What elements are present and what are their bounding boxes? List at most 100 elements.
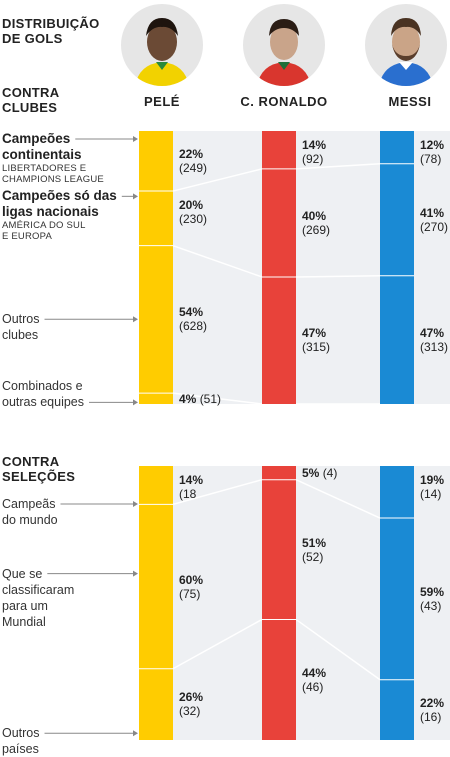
percent-value: 4%	[179, 391, 197, 406]
category-label: Que se classificaram para um Mundial	[2, 566, 74, 630]
percent-value: 19%	[420, 473, 445, 487]
goal-count: (46)	[302, 679, 324, 694]
category-subtitle-line: LIBERTADORES E	[2, 163, 87, 174]
goal-count: (16)	[420, 709, 442, 724]
goal-count: (14)	[420, 487, 442, 501]
section-header-line: SELEÇÕES	[2, 469, 76, 484]
data-label: 40% (269)	[302, 209, 330, 237]
connector-line	[295, 479, 381, 519]
category-title-line: classificaram	[2, 582, 75, 597]
percent-value: 26%	[179, 690, 204, 705]
category-title-line: Campeões	[2, 131, 71, 146]
data-label: 14% (18	[179, 473, 203, 501]
bar-segment	[380, 275, 414, 404]
goal-count: (18	[179, 487, 197, 501]
bar-segment	[139, 504, 173, 669]
background-band	[414, 466, 450, 740]
messi-portrait-icon	[365, 4, 447, 86]
percent-value: 14%	[302, 138, 327, 152]
bar-segment	[380, 131, 414, 164]
player-name-pele: PELÉ	[144, 94, 180, 109]
goal-count: (4)	[322, 465, 338, 480]
goal-count: (270)	[420, 219, 449, 234]
ronaldo-portrait-icon	[243, 4, 325, 86]
player-name-ronaldo: C. RONALDO	[240, 94, 328, 109]
goal-count: (43)	[420, 598, 442, 613]
category-title-line: ligas nacionais	[2, 204, 99, 220]
category-label: Campeãs do mundo	[2, 496, 58, 528]
percent-value: 51%	[302, 535, 327, 550]
bar-segment	[139, 191, 173, 246]
goal-count: (315)	[302, 340, 331, 355]
section-header-line: CONTRA	[2, 85, 60, 100]
category-label: Outros clubes	[2, 311, 40, 343]
bar-segment	[139, 245, 173, 394]
data-label: 22% (249)	[179, 147, 207, 175]
leader-arrow-icon	[133, 316, 138, 323]
leader-arrow-icon	[133, 570, 138, 577]
category-title-line: Campeões só das	[2, 188, 117, 204]
percent-value: 44%	[302, 665, 327, 680]
data-label: 4% (51)	[179, 392, 221, 406]
chart-title: DISTRIBUIÇÃO DE GOLS	[2, 16, 100, 46]
category-title-line: do mundo	[2, 513, 58, 527]
data-label: 20% (230)	[179, 198, 207, 226]
bar-segment	[380, 679, 414, 740]
connector-line	[295, 274, 381, 278]
percent-value: 22%	[420, 695, 445, 710]
data-label: 54% (628)	[179, 305, 207, 333]
bar-segment	[139, 668, 173, 740]
messi-avatar	[365, 4, 447, 86]
bar-segment	[139, 131, 173, 192]
leader-arrow-icon	[133, 730, 138, 737]
pele-portrait-icon	[121, 4, 203, 86]
category-title-line: países	[2, 742, 39, 757]
connector-line	[172, 618, 263, 670]
category-label: Campeões continentais LIBERTADORES E CHAMPI…	[2, 131, 104, 185]
goal-count: (269)	[302, 222, 331, 237]
data-label: 5% (4)	[302, 466, 337, 480]
goal-count: (628)	[179, 319, 208, 334]
percent-value: 14%	[179, 473, 204, 487]
category-label: Campeões só das ligas nacionais AMÉRICA DO…	[2, 188, 117, 242]
connector-line	[172, 168, 263, 192]
chart-title-line: DISTRIBUIÇÃO	[2, 16, 100, 31]
ronaldo-avatar	[243, 4, 325, 86]
bar-segment	[262, 466, 296, 480]
category-title-line: continentais	[2, 147, 82, 162]
bar-segment	[139, 393, 173, 404]
category-subtitle-line: E EUROPA	[2, 231, 52, 243]
data-label: 12% (78)	[420, 138, 444, 166]
section-header-selecoes: CONTRA SELEÇÕES	[2, 454, 75, 484]
connector-line	[295, 618, 381, 681]
data-label: 41% (270)	[420, 206, 448, 234]
percent-value: 41%	[420, 205, 445, 220]
bar-segment	[139, 466, 173, 505]
data-label: 51% (52)	[302, 536, 326, 564]
bar-segment	[262, 168, 296, 277]
section-header-clubes: CONTRA CLUBES	[2, 85, 59, 115]
data-label: 59% (43)	[420, 585, 444, 613]
bar-segment	[262, 276, 296, 404]
category-title-line: Outros	[2, 312, 40, 327]
data-label: 26% (32)	[179, 690, 203, 718]
bar-segment	[262, 479, 296, 620]
leader-arrow-icon	[133, 193, 138, 200]
goal-count: (249)	[179, 161, 208, 176]
goal-count: (92)	[302, 152, 324, 166]
goal-count: (75)	[179, 586, 201, 601]
category-title-line: Outros	[2, 726, 40, 741]
data-label: 44% (46)	[302, 666, 326, 694]
data-label: 14% (92)	[302, 138, 326, 166]
background-band	[414, 131, 450, 404]
category-title-line: para um	[2, 598, 48, 613]
category-title-line: outras equipes	[2, 395, 85, 410]
bar-segment	[380, 163, 414, 276]
percent-value: 60%	[179, 572, 204, 587]
bar-segment	[380, 466, 414, 519]
goal-count: (313)	[420, 339, 449, 354]
connector-line	[295, 163, 381, 170]
percent-value: 40%	[302, 208, 327, 223]
percent-value: 12%	[420, 138, 445, 152]
connector-line	[172, 478, 263, 506]
